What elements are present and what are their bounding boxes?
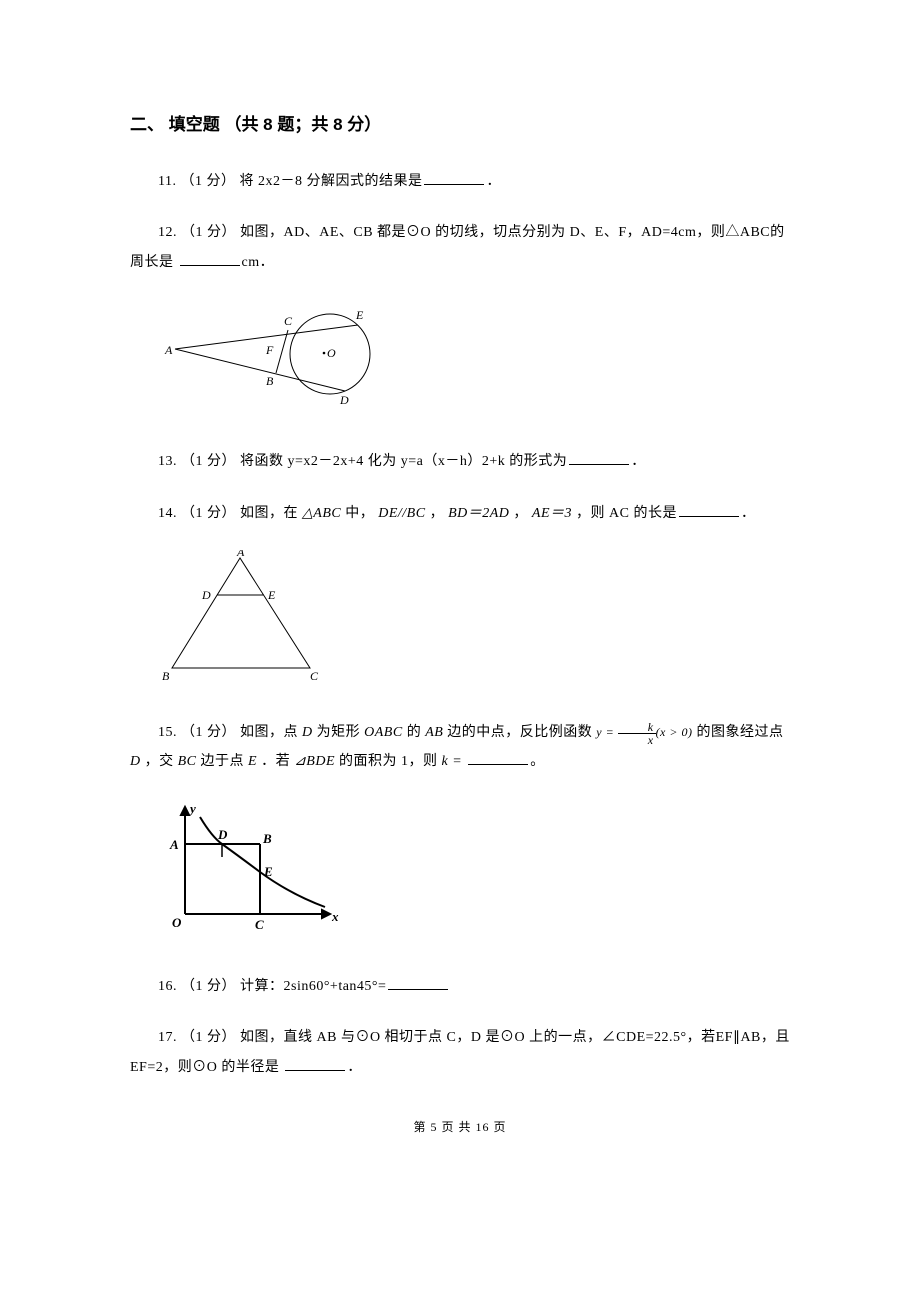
fig12-label-B: B [266,374,274,388]
q13-text-b: ． [631,454,646,469]
q15-k: k = [442,754,463,769]
fig12-label-F: F [265,343,274,357]
fig12-label-C: C [284,314,293,328]
q14-de: DE//BC [378,506,425,521]
q15-ta6: ，交 [141,754,178,769]
q15-E: E [248,754,257,769]
fig15-label-y: y [188,801,196,816]
fig15-label-E: E [263,864,273,879]
figure-15-svg: O A D B E C x y [160,799,350,939]
fig14-label-A: A [236,550,245,559]
q14-points: （1 分） [181,506,236,521]
fig15-label-x: x [331,909,339,924]
q16-text-a: 计算：2sin60°+tan45°= [240,979,386,994]
question-11: 11. （1 分） 将 2x2－8 分解因式的结果是 ． [130,167,790,196]
fig15-label-C: C [255,917,264,932]
q15-ta4: 边的中点，反比例函数 [443,725,596,740]
question-15: 15. （1 分） 如图，点 D 为矩形 OABC 的 AB 边的中点，反比例函… [130,718,790,777]
question-16: 16. （1 分） 计算：2sin60°+tan45°= [130,972,790,1001]
q12-blank [180,251,240,266]
q11-text-b: ． [486,174,501,189]
fig15-label-B: B [262,831,272,846]
q17-blank [285,1056,345,1071]
q15-OABC: OABC [364,725,403,740]
q14-tri: △ABC [302,506,341,521]
q15-ta8: ．若 [257,754,294,769]
fig14-label-C: C [310,669,319,683]
q15-ta9: 的面积为 1，则 [335,754,442,769]
q11-blank [424,170,484,185]
fig12-label-E: E [355,308,364,322]
q17-num: 17. [158,1030,177,1045]
q15-func-wrap: y = kx(x > 0) [596,725,692,739]
question-12: 12. （1 分） 如图，AD、AE、CB 都是⊙O 的切线，切点分别为 D、E… [130,218,790,277]
q15-BDE: ⊿BDE [294,754,335,769]
q16-num: 16. [158,979,177,994]
q12-points: （1 分） [181,225,236,240]
q11-text-a: 将 2x2－8 分解因式的结果是 [239,174,422,189]
q14-ta3: ， [426,506,449,521]
q15-points: （1 分） [181,725,236,740]
q15-ta3: 的 [403,725,426,740]
q14-ta4: ， [509,506,532,521]
q11-num: 11. [158,174,176,189]
q12-text-b: cm． [242,255,275,270]
q13-num: 13. [158,454,177,469]
q14-num: 14. [158,506,177,521]
q17-text-b: ． [347,1060,362,1075]
q13-points: （1 分） [181,454,236,469]
q14-blank [679,502,739,517]
q14-text-b: ． [741,506,756,521]
figure-14-svg: A B C D E [160,550,330,685]
fig12-label-D: D [339,393,349,407]
fig14-label-E: E [267,588,276,602]
question-14: 14. （1 分） 如图，在 △ABC 中， DE//BC ， BD＝2AD ，… [130,499,790,528]
section-title: 二、 填空题 （共 8 题；共 8 分） [130,110,790,135]
q14-ta5: ，则 AC 的长是 [572,506,677,521]
q15-ta1: 如图，点 [240,725,302,740]
q15-ta2: 为矩形 [313,725,365,740]
page-container: 二、 填空题 （共 8 题；共 8 分） 11. （1 分） 将 2x2－8 分… [0,0,920,1175]
q12-num: 12. [158,225,177,240]
q15-BC: BC [178,754,197,769]
fig12-label-O: O [327,346,336,360]
q15-blank [468,750,528,765]
q13-text-a: 将函数 y=x2－2x+4 化为 y=a（x－h）2+k 的形式为 [240,454,567,469]
q15-text-b: 。 [530,754,545,769]
q15-ta7: 边于点 [197,754,249,769]
fig12-label-A: A [164,343,173,357]
page-footer: 第 5 页 共 16 页 [130,1118,790,1135]
q14-ae: AE＝3 [532,506,572,521]
fig14-label-B: B [162,669,170,683]
fig14-label-D: D [201,588,211,602]
fig15-label-A: A [169,837,179,852]
figure-12: A C E F O B D [160,299,790,419]
figure-14: A B C D E [160,550,790,690]
q15-D2: D [130,754,141,769]
q16-blank [388,975,448,990]
q16-points: （1 分） [181,979,236,994]
q11-points: （1 分） [180,174,235,189]
q14-ta1: 如图，在 [240,506,302,521]
fig15-label-D: D [217,827,228,842]
q15-D: D [302,725,313,740]
q17-points: （1 分） [181,1030,236,1045]
question-17: 17. （1 分） 如图，直线 AB 与⊙O 相切于点 C，D 是⊙O 上的一点… [130,1023,790,1082]
figure-15: O A D B E C x y [160,799,790,944]
q14-ta2: 中， [341,506,378,521]
q14-bd: BD＝2AD [448,506,509,521]
q15-AB: AB [425,725,443,740]
question-13: 13. （1 分） 将函数 y=x2－2x+4 化为 y=a（x－h）2+k 的… [130,447,790,476]
q15-ta5: 的图象经过点 [696,725,783,740]
figure-12-svg: A C E F O B D [160,299,420,414]
q13-blank [569,450,629,465]
fig15-label-O: O [172,915,182,930]
q15-num: 15. [158,725,177,740]
